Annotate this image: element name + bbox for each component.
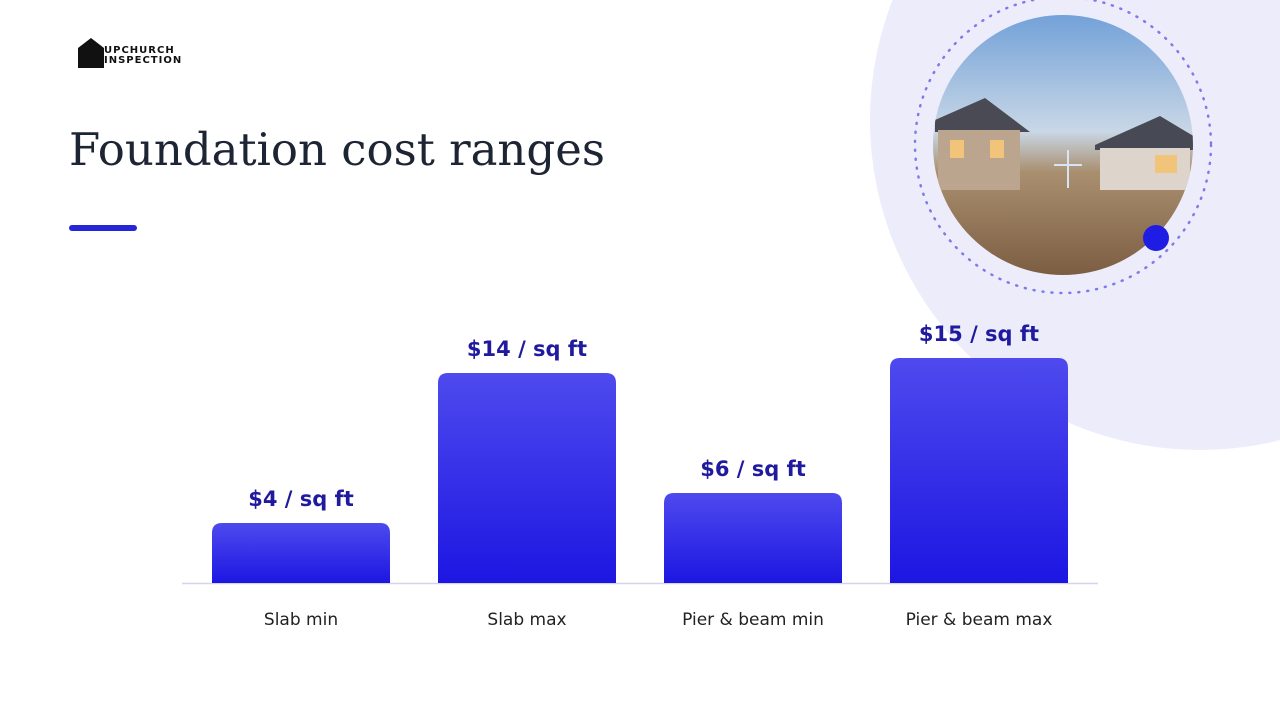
chart-title: Foundation cost ranges: [69, 123, 605, 176]
bar: [664, 493, 842, 583]
bar: [890, 358, 1068, 583]
x-tick-label: Pier & beam max: [906, 610, 1053, 630]
logo: UPCHURCH INSPECTION: [78, 38, 182, 68]
title-accent: [69, 225, 137, 231]
logo-line2: INSPECTION: [104, 55, 182, 66]
bar: [212, 523, 390, 583]
dotted-ring: [913, 0, 1213, 295]
x-tick-label: Pier & beam min: [682, 610, 824, 630]
x-tick-label: Slab min: [264, 610, 338, 630]
logo-line1: UPCHURCH: [104, 45, 175, 56]
value-label: $6 / sq ft: [700, 457, 806, 481]
value-label: $14 / sq ft: [467, 337, 587, 361]
value-label: $4 / sq ft: [248, 487, 354, 511]
accent-dot: [1143, 225, 1169, 251]
photo: [933, 15, 1193, 275]
bar: [438, 373, 616, 583]
value-label: $15 / sq ft: [919, 322, 1039, 346]
x-tick-label: Slab max: [487, 610, 566, 630]
